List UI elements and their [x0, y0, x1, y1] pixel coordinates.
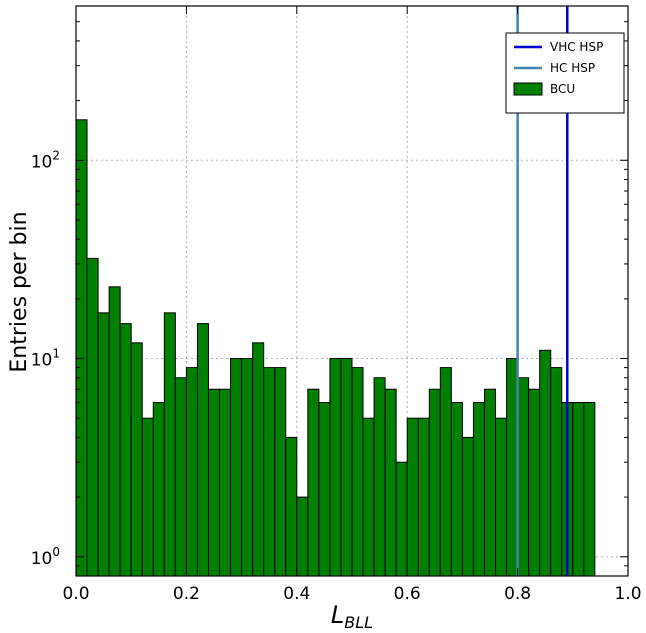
- histogram-bar: [241, 358, 254, 577]
- histogram-bar: [285, 436, 298, 577]
- histogram-bar: [318, 402, 331, 577]
- x-axis-label: LBLL: [331, 601, 373, 632]
- legend-patch-swatch: [513, 82, 543, 96]
- histogram-bar: [362, 417, 375, 577]
- histogram-bar: [119, 323, 132, 577]
- histogram-bar: [163, 312, 176, 577]
- y-tick-label: 102: [31, 148, 60, 172]
- legend-label: HC HSP: [550, 61, 595, 75]
- y-axis-label: Entries per bin: [7, 211, 32, 372]
- y-tick-label-exponent: 1: [52, 347, 60, 361]
- histogram-bar: [483, 388, 497, 577]
- histogram-bars: [75, 119, 596, 577]
- histogram-bar: [583, 402, 596, 577]
- legend: VHC HSP HC HSP BCU: [505, 32, 625, 114]
- histogram-bar: [230, 358, 243, 577]
- y-tick-label-base: 10: [31, 549, 53, 569]
- histogram-bar: [219, 388, 232, 577]
- histogram-bar: [252, 342, 265, 577]
- histogram-bar: [539, 349, 552, 577]
- x-tick-label: 0.0: [62, 584, 89, 604]
- histogram-bar: [450, 402, 463, 577]
- x-tick-label: 1.0: [614, 584, 641, 604]
- histogram-bar: [572, 402, 585, 577]
- histogram-bar: [196, 323, 209, 577]
- histogram-bar: [384, 388, 397, 577]
- histogram-bar: [152, 402, 165, 577]
- histogram-bar: [373, 377, 386, 577]
- x-tick-label: 0.6: [394, 584, 421, 604]
- histogram-bar: [461, 436, 474, 577]
- histogram-bar: [550, 367, 563, 577]
- histogram-bar: [506, 358, 519, 577]
- histogram-bar: [395, 461, 408, 577]
- histogram-bar: [329, 358, 342, 577]
- x-tick-labels: 0.0 0.2 0.4 0.6 0.8 1.0: [62, 584, 641, 604]
- histogram-bar: [528, 388, 541, 577]
- x-tick-label: 0.8: [504, 584, 531, 604]
- histogram-bar: [417, 417, 430, 577]
- histogram-bar: [428, 388, 441, 577]
- histogram-bar: [495, 417, 508, 577]
- histogram-bar: [108, 286, 121, 577]
- axis-ticks: [75, 5, 629, 577]
- legend-label: VHC HSP: [550, 40, 603, 54]
- x-tick-label: 0.2: [173, 584, 200, 604]
- histogram-bar: [97, 312, 110, 577]
- histogram-bar: [75, 119, 88, 577]
- histogram-bar: [207, 388, 221, 577]
- histogram-bar: [130, 342, 143, 577]
- legend-label: BCU: [550, 82, 575, 96]
- x-tick-label: 0.4: [283, 584, 310, 604]
- histogram-bar: [340, 358, 353, 577]
- histogram-bar: [185, 367, 198, 577]
- histogram-bar: [406, 417, 419, 577]
- x-axis-label-sub: BLL: [344, 613, 373, 632]
- histogram-bar: [263, 367, 276, 577]
- histogram-bar: [351, 367, 364, 577]
- y-tick-label: 100: [31, 545, 60, 569]
- histogram-bar: [472, 402, 485, 577]
- histogram-bar: [296, 496, 309, 577]
- histogram-bar: [307, 388, 320, 577]
- y-tick-label-base: 10: [31, 351, 53, 371]
- histogram-bar: [141, 417, 154, 577]
- plot-frame: [75, 5, 629, 577]
- y-tick-label-exponent: 2: [52, 148, 60, 162]
- y-tick-label: 101: [31, 347, 60, 371]
- histogram-bar: [174, 377, 187, 577]
- histogram-bar: [274, 367, 287, 577]
- y-tick-label-base: 10: [31, 152, 53, 172]
- x-axis-label-main: L: [331, 601, 344, 629]
- y-tick-label-exponent: 0: [52, 545, 60, 559]
- histogram-bar: [86, 257, 99, 577]
- histogram-bar: [517, 377, 530, 577]
- histogram-bar: [439, 367, 452, 577]
